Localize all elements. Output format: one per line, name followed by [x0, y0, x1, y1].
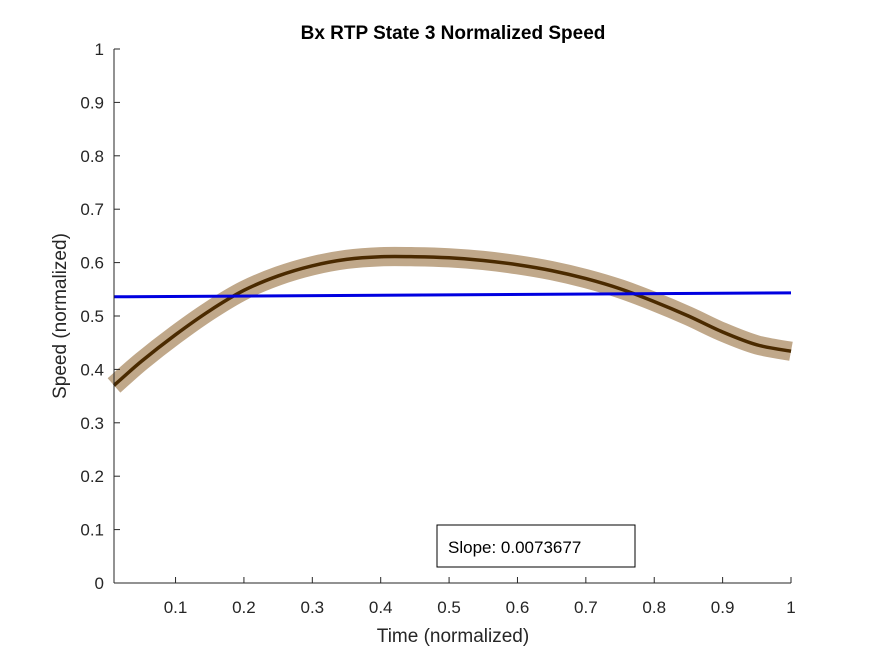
x-tick-label: 0.4: [369, 598, 393, 617]
x-tick-label: 0.6: [506, 598, 530, 617]
slope-annotation-text: Slope: 0.0073677: [448, 538, 581, 557]
y-tick-label: 0.5: [80, 307, 104, 326]
x-tick-label: 0.2: [232, 598, 256, 617]
y-tick-label: 0.2: [80, 467, 104, 486]
slope-fit-line: [113, 291, 792, 299]
y-tick-label: 0: [95, 574, 104, 593]
y-tick-label: 0.1: [80, 521, 104, 540]
y-tick-label: 0.7: [80, 200, 104, 219]
slope-annotation: Slope: 0.0073677: [436, 524, 636, 568]
series-lines: [112, 254, 792, 387]
x-tick-label: 0.1: [164, 598, 188, 617]
x-tick-label: 0.5: [437, 598, 461, 617]
confidence-band-area: [107, 246, 793, 393]
y-axis-label: Speed (normalized): [50, 233, 71, 399]
y-tick-label: 0.6: [80, 254, 104, 273]
y-axis-ticks: 0 0.1 0.2 0.3 0.4 0.5 0.6 0.7 0.8 0.9 1: [80, 40, 120, 593]
x-axis-ticks: 0.1 0.2 0.3 0.4 0.5 0.6 0.7 0.8 0.9 1: [164, 577, 796, 617]
y-tick-label: 0.4: [80, 360, 104, 379]
x-tick-label: 0.8: [642, 598, 666, 617]
x-tick-label: 1: [786, 598, 795, 617]
y-tick-label: 0.9: [80, 93, 104, 112]
slope-annotation-box: [436, 524, 636, 568]
y-tick-label: 0.3: [80, 414, 104, 433]
y-tick-label: 0.8: [80, 147, 104, 166]
mean-speed-line: [112, 254, 792, 387]
confidence-band: [107, 246, 793, 393]
x-tick-label: 0.7: [574, 598, 598, 617]
y-tick-label: 1: [95, 40, 104, 59]
x-axis-label: Time (normalized): [377, 626, 529, 647]
chart-title: Bx RTP State 3 Normalized Speed: [301, 23, 606, 44]
x-tick-label: 0.9: [711, 598, 735, 617]
x-tick-label: 0.3: [300, 598, 324, 617]
